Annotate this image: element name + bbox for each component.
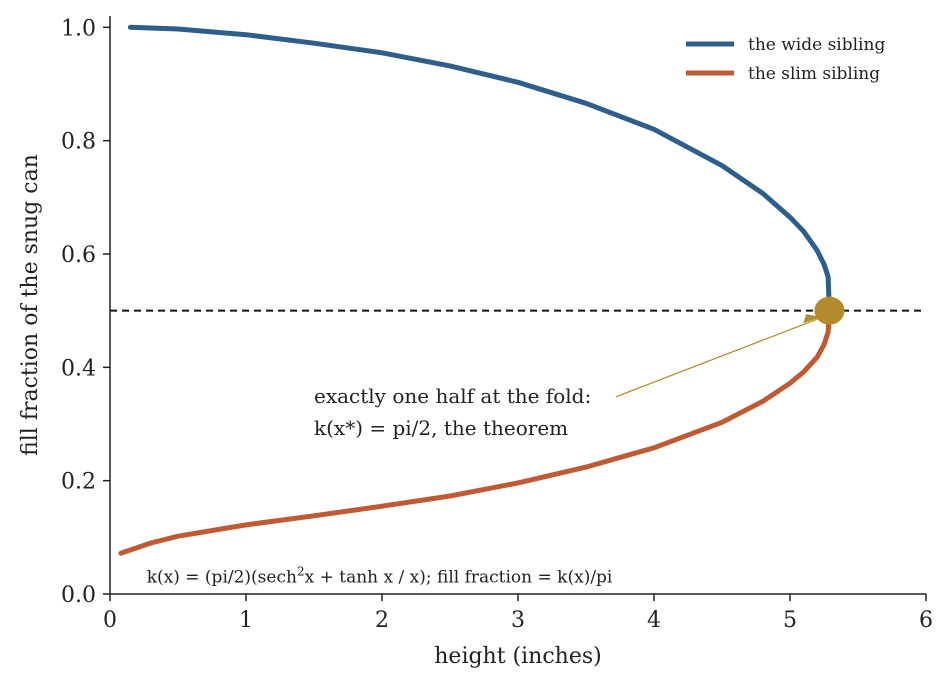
annotation-line-2: k(x*) = pi/2, the theorem bbox=[314, 416, 568, 440]
y-tick-label: 0.0 bbox=[61, 583, 96, 608]
plot-area bbox=[110, 24, 926, 556]
formula-superscript: 2 bbox=[297, 565, 305, 579]
x-tick-label: 5 bbox=[783, 608, 797, 633]
fold-point-marker bbox=[814, 296, 845, 325]
axes bbox=[109, 16, 926, 595]
y-tick-label: 0.8 bbox=[61, 130, 96, 155]
x-tick-label: 6 bbox=[919, 608, 933, 633]
y-tick-label: 1.0 bbox=[61, 16, 96, 41]
x-tick-label: 3 bbox=[511, 608, 525, 633]
y-tick-label: 0.6 bbox=[61, 243, 96, 268]
legend: the wide sibling the slim sibling bbox=[686, 35, 885, 84]
x-ticks: 0 1 2 3 4 5 6 bbox=[103, 594, 933, 633]
x-tick-label: 1 bbox=[239, 608, 253, 633]
formula-text: k(x) = (pi/2)(sech2x + tanh x / x); fill… bbox=[147, 565, 613, 588]
formula-prefix: k(x) = (pi/2)(sech bbox=[147, 568, 297, 588]
legend-label-2: the slim sibling bbox=[748, 64, 880, 84]
annotation-arrow bbox=[615, 318, 818, 398]
x-tick-label: 2 bbox=[375, 608, 389, 633]
series-line-1 bbox=[127, 24, 832, 314]
x-axis-label: height (inches) bbox=[434, 644, 601, 669]
x-tick-label: 0 bbox=[103, 608, 117, 633]
series-line-2 bbox=[118, 308, 832, 556]
y-ticks: 0.0 0.2 0.4 0.6 0.8 1.0 bbox=[61, 16, 110, 608]
x-tick-label: 4 bbox=[647, 608, 661, 633]
formula-suffix: x + tanh x / x); fill fraction = k(x)/pi bbox=[305, 568, 613, 588]
legend-label-1: the wide sibling bbox=[748, 35, 885, 55]
y-tick-label: 0.2 bbox=[61, 470, 96, 495]
annotation-line-1: exactly one half at the fold: bbox=[314, 384, 591, 408]
y-tick-label: 0.4 bbox=[61, 356, 96, 381]
y-axis-label: fill fraction of the snug can bbox=[18, 154, 43, 456]
